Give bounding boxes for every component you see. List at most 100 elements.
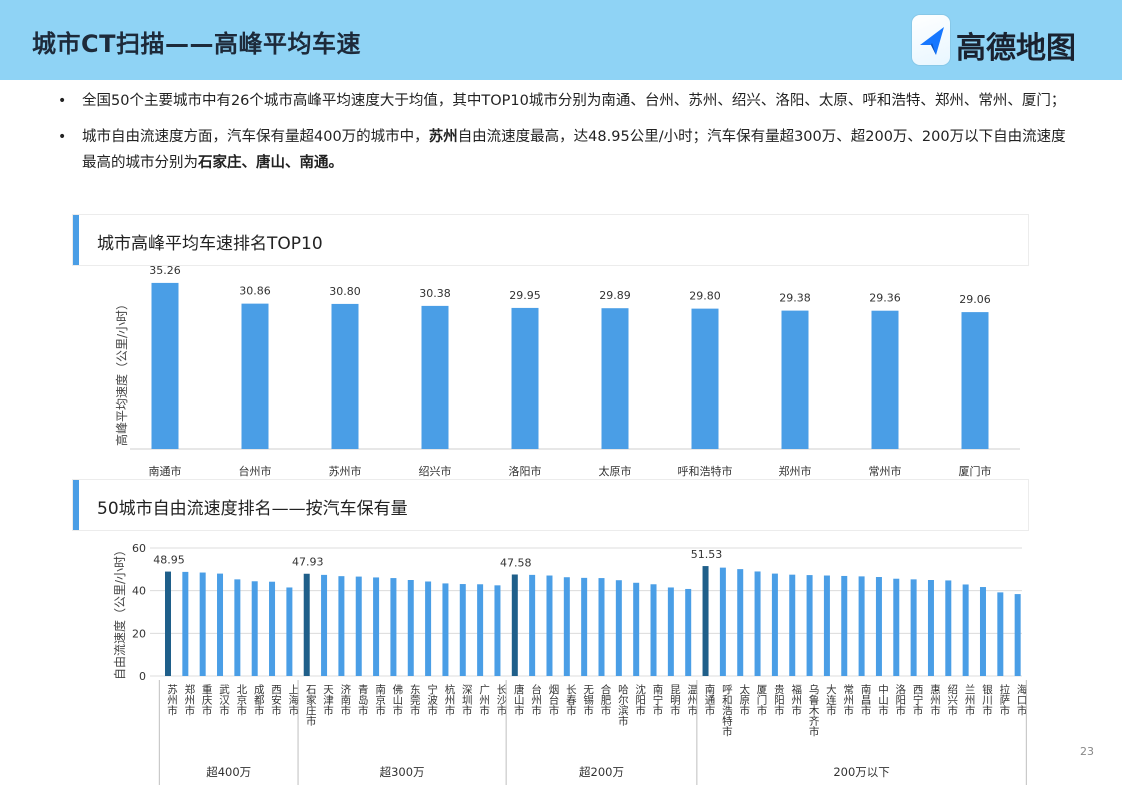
x-tick-label: 济南市 bbox=[339, 683, 351, 716]
bar bbox=[338, 576, 345, 676]
data-label: 30.86 bbox=[239, 285, 271, 298]
x-tick-label: 苏州市 bbox=[329, 464, 362, 478]
bar bbox=[910, 579, 917, 676]
bullet-item: • 城市自由流速度方面，汽车保有量超400万的城市中，苏州自由流速度最高，达48… bbox=[58, 124, 1078, 176]
data-label: 30.80 bbox=[329, 285, 361, 298]
bar bbox=[633, 582, 640, 676]
bar bbox=[754, 571, 761, 676]
bar bbox=[241, 303, 269, 449]
bar bbox=[407, 580, 414, 676]
x-tick-label: 郑州市 bbox=[779, 464, 812, 478]
bar bbox=[962, 584, 969, 676]
bar bbox=[841, 575, 848, 676]
x-tick-label: 南京市 bbox=[374, 683, 386, 716]
bar bbox=[737, 569, 744, 676]
bullet-text: 城市自由流速度方面，汽车保有量超400万的城市中， bbox=[82, 129, 429, 145]
x-tick-label: 佛山市 bbox=[391, 683, 403, 716]
y-tick-label: 20 bbox=[132, 627, 146, 640]
bar bbox=[979, 587, 986, 676]
header-banner: 城市CT扫描——高峰平均车速 高德地图 bbox=[0, 0, 1122, 80]
x-tick-label: 西安市 bbox=[270, 684, 282, 716]
x-tick-label: 宁波市 bbox=[426, 683, 438, 716]
x-tick-label: 青岛市 bbox=[357, 683, 369, 716]
x-tick-label: 洛阳市 bbox=[894, 683, 906, 716]
data-label: 29.95 bbox=[509, 289, 541, 302]
x-tick-label: 石家庄市 bbox=[305, 684, 317, 727]
bar bbox=[771, 573, 778, 676]
bar bbox=[945, 580, 952, 676]
x-tick-label: 呼和浩特市 bbox=[678, 464, 733, 478]
data-label: 47.93 bbox=[292, 556, 324, 569]
x-tick-label: 乌鲁木齐市 bbox=[808, 683, 820, 737]
x-tick-label: 上海市 bbox=[287, 684, 299, 716]
bar bbox=[251, 581, 258, 676]
data-label: 29.36 bbox=[869, 292, 901, 305]
data-label: 30.38 bbox=[419, 287, 451, 300]
x-tick-label: 贵阳市 bbox=[773, 683, 785, 716]
x-tick-label: 苏州市 bbox=[166, 683, 178, 716]
x-tick-label: 昆明市 bbox=[669, 684, 681, 716]
data-label: 29.80 bbox=[689, 290, 721, 303]
x-tick-label: 长沙市 bbox=[495, 684, 507, 716]
data-label: 29.38 bbox=[779, 292, 811, 305]
bar bbox=[563, 577, 570, 676]
bar bbox=[781, 310, 809, 449]
y-tick-label: 60 bbox=[132, 542, 146, 555]
bar bbox=[459, 584, 466, 676]
x-tick-label: 海口市 bbox=[1016, 683, 1028, 716]
data-label: 29.06 bbox=[959, 293, 991, 306]
x-tick-label: 惠州市 bbox=[929, 683, 941, 716]
page-title: 城市CT扫描——高峰平均车速 bbox=[32, 30, 361, 58]
bar bbox=[598, 578, 605, 676]
bar bbox=[477, 584, 484, 676]
panel-accent-bar bbox=[73, 480, 79, 530]
x-tick-label: 太原市 bbox=[738, 683, 750, 716]
bar bbox=[199, 572, 206, 676]
bar bbox=[858, 576, 865, 676]
bar bbox=[331, 303, 359, 449]
x-tick-label: 无锡市 bbox=[582, 684, 594, 716]
x-tick-label: 南宁市 bbox=[652, 683, 664, 716]
bullet-list: • 全国50个主要城市中有26个城市高峰平均速度大于均值，其中TOP10城市分别… bbox=[58, 88, 1078, 186]
bar bbox=[691, 308, 719, 449]
bar bbox=[667, 587, 674, 676]
bar bbox=[234, 579, 241, 676]
x-tick-label: 深圳市 bbox=[461, 684, 473, 716]
x-tick-label: 福州市 bbox=[790, 683, 802, 716]
x-tick-label: 重庆市 bbox=[201, 683, 213, 716]
x-tick-label: 温州市 bbox=[686, 684, 698, 716]
bullet-item: • 全国50个主要城市中有26个城市高峰平均速度大于均值，其中TOP10城市分别… bbox=[58, 88, 1078, 114]
bar bbox=[321, 574, 328, 676]
panel-title: 50城市自由流速度排名——按汽车保有量 bbox=[97, 499, 408, 519]
bar bbox=[217, 573, 224, 676]
x-tick-label: 绍兴市 bbox=[946, 683, 958, 716]
bar bbox=[355, 576, 362, 676]
logo-text: 高德地图 bbox=[956, 31, 1076, 66]
bar bbox=[806, 575, 813, 676]
x-tick-label: 中山市 bbox=[877, 683, 889, 716]
bullet-dot-icon: • bbox=[58, 129, 67, 145]
x-tick-label: 北京市 bbox=[235, 684, 247, 716]
x-tick-label: 绍兴市 bbox=[419, 464, 452, 478]
bullet-highlight: 石家庄、唐山、南通。 bbox=[198, 155, 343, 171]
y-axis-label: 高峰平均速度（公里/小时） bbox=[114, 298, 129, 446]
bar bbox=[442, 583, 449, 676]
bar bbox=[581, 577, 588, 676]
amap-logo: 高德地图 bbox=[912, 15, 1092, 66]
x-tick-label: 呼和浩特市 bbox=[721, 684, 733, 737]
panel-header-top10: 城市高峰平均车速排名TOP10 bbox=[72, 214, 1029, 266]
bar bbox=[615, 580, 622, 676]
group-label: 超200万 bbox=[579, 765, 624, 779]
x-tick-label: 南通市 bbox=[149, 464, 182, 478]
x-tick-label: 大连市 bbox=[825, 683, 837, 716]
x-tick-label: 杭州市 bbox=[443, 683, 455, 716]
x-tick-label: 武汉市 bbox=[218, 683, 230, 716]
bar bbox=[702, 566, 709, 676]
page-number: 23 bbox=[1080, 745, 1094, 758]
data-label: 51.53 bbox=[691, 548, 723, 561]
bar bbox=[685, 588, 692, 676]
bar bbox=[269, 581, 276, 676]
x-tick-label: 拉萨市 bbox=[998, 683, 1010, 716]
panel-title: 城市高峰平均车速排名TOP10 bbox=[97, 234, 323, 254]
x-tick-label: 南昌市 bbox=[860, 683, 872, 716]
